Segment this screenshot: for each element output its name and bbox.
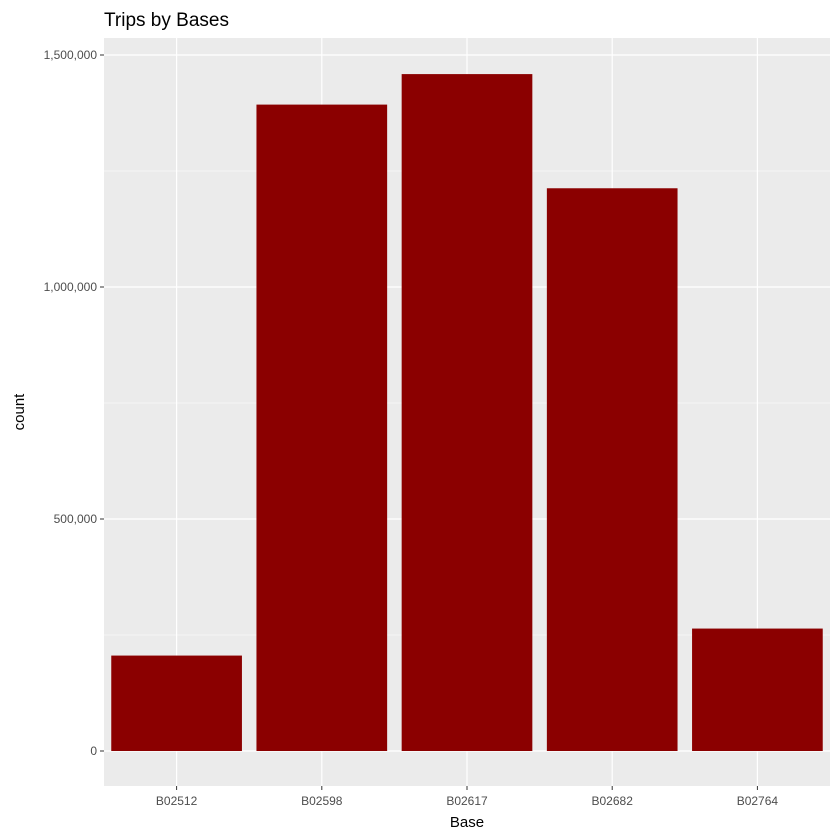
x-tick-label: B02682 [592,794,634,808]
bar-b02598 [256,104,388,751]
y-tick-label: 1,000,000 [44,280,98,294]
x-tick-label: B02512 [156,794,198,808]
x-tick-label: B02598 [301,794,343,808]
bar-b02682 [546,188,678,752]
x-axis-title: Base [450,814,484,831]
chart-title: Trips by Bases [104,10,229,31]
y-tick-label: 500,000 [54,512,98,526]
y-tick-label: 0 [90,744,97,758]
bars [111,74,823,752]
bar-b02617 [401,74,533,751]
bar-b02764 [692,628,823,751]
x-axis: B02512 B02598 B02617 B02682 B02764 [156,786,778,808]
bar-b02512 [111,655,242,751]
y-axis-title: count [11,393,28,431]
x-tick-label: B02617 [446,794,488,808]
y-tick-label: 1,500,000 [44,48,98,62]
x-tick-label: B02764 [737,794,779,808]
y-axis: 0 500,000 1,000,000 1,500,000 [44,48,104,758]
